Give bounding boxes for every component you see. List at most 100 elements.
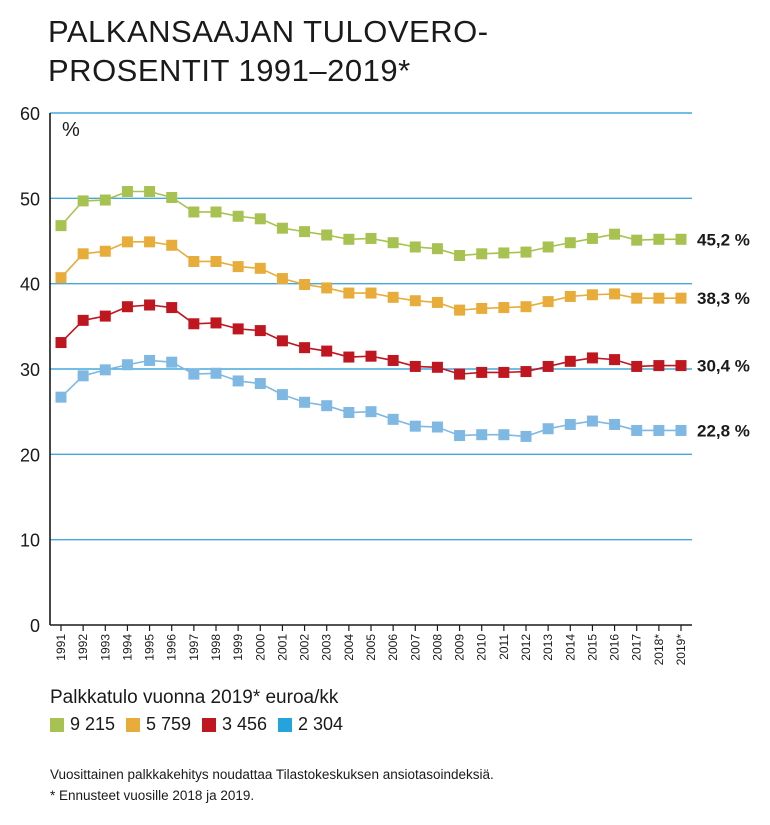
data-point (476, 302, 488, 314)
data-point (77, 195, 89, 207)
data-point (498, 366, 510, 378)
data-point (77, 248, 89, 260)
data-point (144, 186, 156, 198)
data-point (365, 232, 377, 244)
y-tick-label: 0 (30, 616, 40, 636)
data-point (254, 378, 266, 390)
footnote-source: Vuosittainen palkkakehitys noudattaa Til… (50, 767, 494, 782)
x-tick-label: 2009 (453, 634, 467, 661)
y-axis-ticks: 0 10 20 30 40 50 60 (20, 104, 40, 636)
data-point (321, 400, 333, 412)
y-axis-unit-label: % (62, 119, 80, 141)
data-point (653, 292, 665, 304)
data-point (144, 354, 156, 366)
data-point (232, 323, 244, 335)
data-point (188, 318, 200, 330)
data-point (299, 279, 311, 291)
data-point (166, 191, 178, 203)
legend-swatch-5759 (126, 717, 140, 732)
data-point (431, 421, 443, 433)
x-tick-label: 2010 (475, 634, 489, 661)
data-point (321, 345, 333, 357)
data-point (166, 302, 178, 314)
data-point (166, 239, 178, 251)
data-point (520, 301, 532, 313)
data-point (121, 186, 133, 198)
legend: Palkkatulo vuonna 2019* euroa/kk 9 215 5… (50, 686, 354, 735)
x-tick-label: 2003 (320, 634, 334, 661)
data-point (99, 245, 111, 257)
legend-swatch-9215 (50, 717, 64, 732)
data-point (299, 226, 311, 238)
y-tick-label: 60 (20, 104, 40, 124)
chart-title-line-2: PROSENTIT 1991–2019* (48, 53, 411, 88)
data-point (232, 210, 244, 222)
legend-title: Palkkatulo vuonna 2019* euroa/kk (50, 687, 339, 708)
data-point (276, 273, 288, 285)
data-point (653, 360, 665, 372)
data-point (365, 406, 377, 418)
data-point (542, 241, 554, 253)
data-point (365, 287, 377, 299)
data-point (144, 236, 156, 248)
x-tick-label: 1992 (76, 634, 90, 661)
data-point (586, 415, 598, 427)
data-point (387, 291, 399, 303)
data-point (631, 424, 643, 436)
data-point (564, 237, 576, 249)
data-point (188, 255, 200, 267)
x-tick-label: 1994 (120, 634, 134, 661)
y-tick-label: 40 (20, 275, 40, 295)
data-point (520, 246, 532, 258)
data-point (609, 354, 621, 366)
y-tick-label: 10 (20, 531, 40, 551)
legend-items: 9 215 5 759 3 456 2 304 (50, 714, 354, 735)
legend-label-2304: 2 304 (298, 714, 344, 734)
x-tick-label: 1995 (143, 634, 157, 661)
data-point (254, 262, 266, 274)
line-chart: 0 10 20 30 40 50 60 % 1991 1992 1993 1994 1995 1996… (20, 104, 750, 665)
chart-title: PALKANSAAJAN TULOVERO- PROSENTIT 1991–20… (48, 12, 489, 90)
data-point (321, 229, 333, 241)
data-point (431, 296, 443, 308)
data-point (166, 356, 178, 368)
data-point (276, 389, 288, 401)
data-point (77, 370, 89, 382)
data-point (409, 420, 421, 432)
data-point (675, 424, 687, 436)
data-point (387, 237, 399, 249)
data-point (299, 342, 311, 354)
data-point (675, 292, 687, 304)
x-tick-label: 2018* (652, 634, 666, 666)
x-tick-label: 2001 (275, 634, 289, 661)
x-axis-ticks: 1991 1992 1993 1994 1995 1996 1997 1998 1999 2000… (54, 625, 688, 665)
legend-item-2304: 2 304 (278, 714, 354, 735)
data-point (653, 424, 665, 436)
legend-label-9215: 9 215 (70, 714, 116, 734)
data-point (276, 222, 288, 234)
data-point (188, 368, 200, 380)
series-3456 (55, 299, 687, 380)
data-point (454, 304, 466, 316)
legend-item-5759: 5 759 (126, 714, 202, 735)
data-point (586, 352, 598, 364)
data-point (564, 355, 576, 367)
data-point (454, 430, 466, 442)
chart-title-line-1: PALKANSAAJAN TULOVERO- (48, 14, 489, 49)
legend-item-3456: 3 456 (202, 714, 278, 735)
x-tick-label: 1997 (187, 634, 201, 661)
data-point (409, 241, 421, 253)
x-tick-label: 2006 (386, 634, 400, 661)
data-point (343, 233, 355, 245)
legend-item-9215: 9 215 (50, 714, 126, 735)
x-tick-label: 2008 (430, 634, 444, 661)
data-point (454, 368, 466, 380)
data-point (498, 247, 510, 259)
x-tick-label: 1996 (165, 634, 179, 661)
x-tick-label: 2012 (519, 634, 533, 661)
data-point (121, 359, 133, 371)
data-point (55, 337, 67, 349)
data-point (498, 429, 510, 441)
data-point (631, 292, 643, 304)
legend-label-3456: 3 456 (222, 714, 268, 734)
